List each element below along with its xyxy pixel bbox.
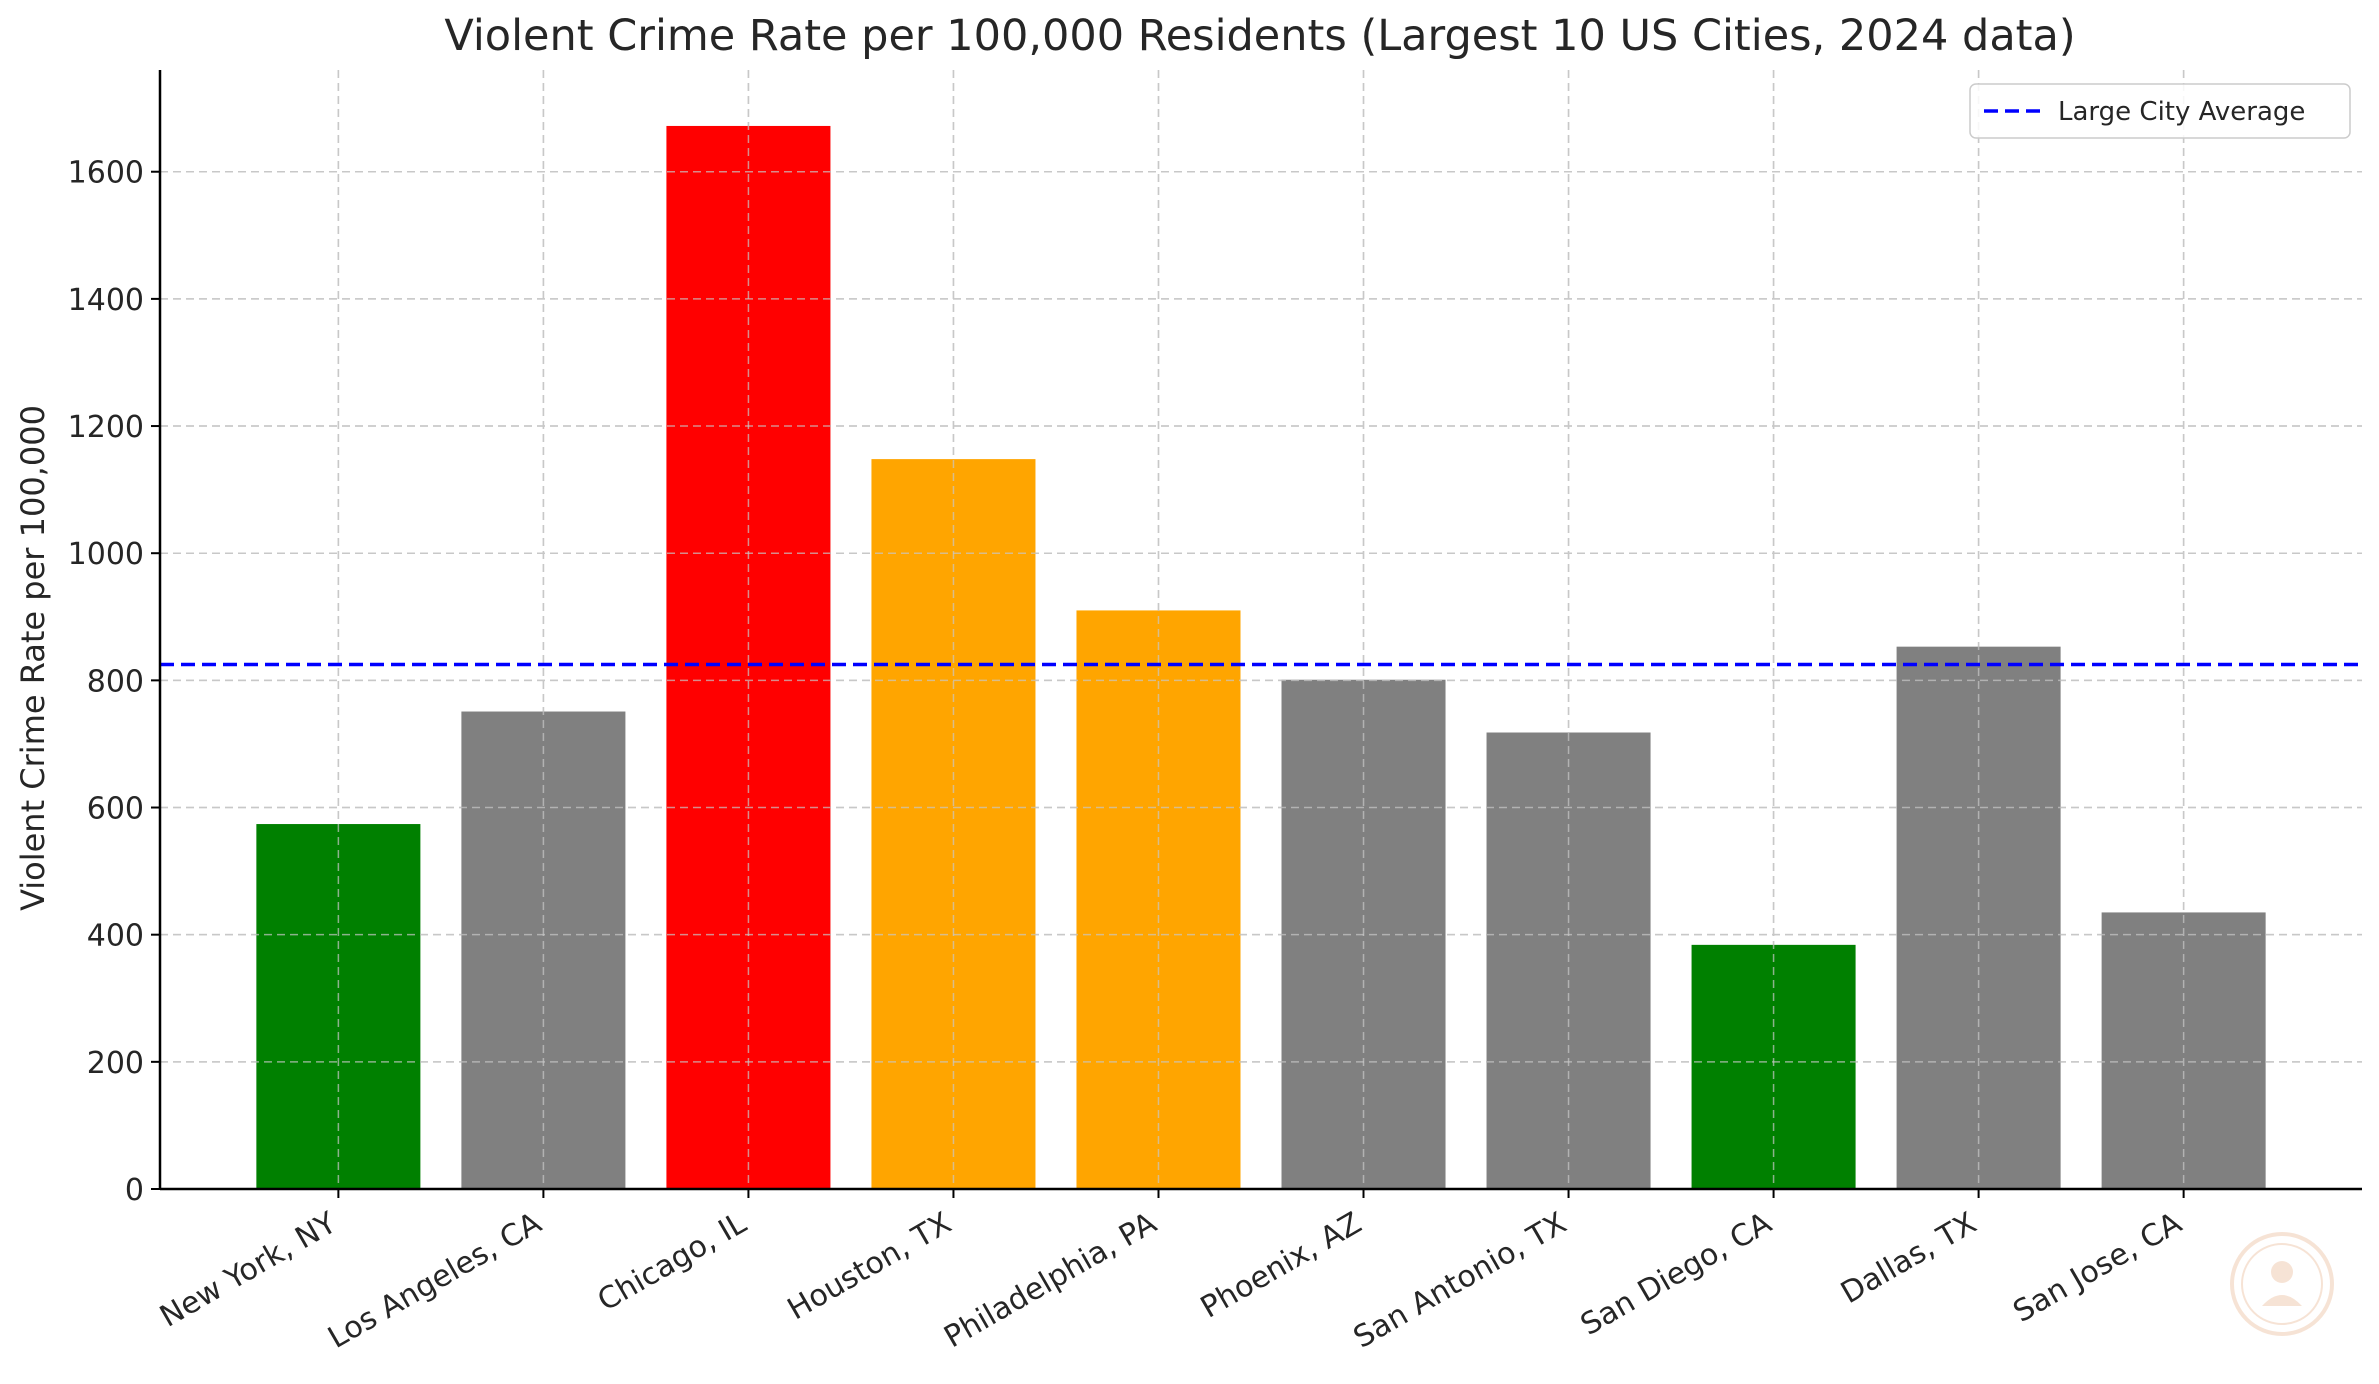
x-tick-label: San Diego, CA bbox=[1575, 1205, 1778, 1342]
x-tick-label: Phoenix, AZ bbox=[1195, 1206, 1368, 1326]
legend-label: Large City Average bbox=[2058, 97, 2305, 127]
grid-overlay bbox=[160, 70, 2362, 1189]
chart-title: Violent Crime Rate per 100,000 Residents… bbox=[444, 11, 2075, 61]
y-tick-label: 1600 bbox=[68, 156, 144, 191]
x-tick-label: Philadelphia, PA bbox=[938, 1205, 1162, 1355]
x-tick-label: San Antonio, TX bbox=[1348, 1206, 1573, 1356]
x-tick-label: New York, NY bbox=[154, 1205, 343, 1334]
legend: Large City Average bbox=[1969, 83, 2351, 139]
x-tick-label: Dallas, TX bbox=[1835, 1206, 1983, 1311]
bars bbox=[160, 70, 2362, 1190]
axes bbox=[158, 70, 2362, 1191]
y-tick-label: 200 bbox=[87, 1046, 144, 1081]
x-tick-label: San Jose, CA bbox=[2007, 1205, 2188, 1329]
y-tick-label: 1400 bbox=[68, 283, 144, 318]
x-tick-label: Los Angeles, CA bbox=[322, 1205, 548, 1355]
x-tick-label: Houston, TX bbox=[782, 1206, 958, 1328]
bar bbox=[1076, 610, 1241, 1189]
y-tick-label: 0 bbox=[125, 1173, 144, 1208]
y-tick-label: 800 bbox=[87, 664, 144, 699]
watermark-seal bbox=[2230, 1232, 2334, 1336]
y-tick-label: 400 bbox=[87, 919, 144, 954]
y-tick-label: 600 bbox=[87, 792, 144, 827]
x-tick-label: Chicago, IL bbox=[592, 1205, 753, 1318]
y-tick-label: 1000 bbox=[68, 537, 144, 572]
y-tick-label: 1200 bbox=[68, 410, 144, 445]
y-axis-label: Violent Crime Rate per 100,000 bbox=[14, 405, 52, 911]
legend-box bbox=[1969, 83, 2351, 139]
